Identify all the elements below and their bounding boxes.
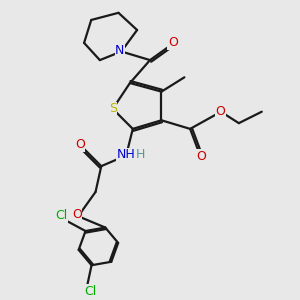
- Text: H: H: [135, 148, 145, 161]
- Text: Cl: Cl: [84, 284, 96, 298]
- Text: O: O: [197, 150, 206, 163]
- Text: O: O: [168, 36, 178, 50]
- Text: O: O: [75, 138, 85, 151]
- Text: O: O: [215, 105, 225, 118]
- Text: O: O: [72, 208, 82, 221]
- Text: NH: NH: [116, 148, 135, 161]
- Text: Cl: Cl: [55, 209, 67, 222]
- Text: S: S: [109, 102, 117, 115]
- Text: N: N: [115, 44, 124, 57]
